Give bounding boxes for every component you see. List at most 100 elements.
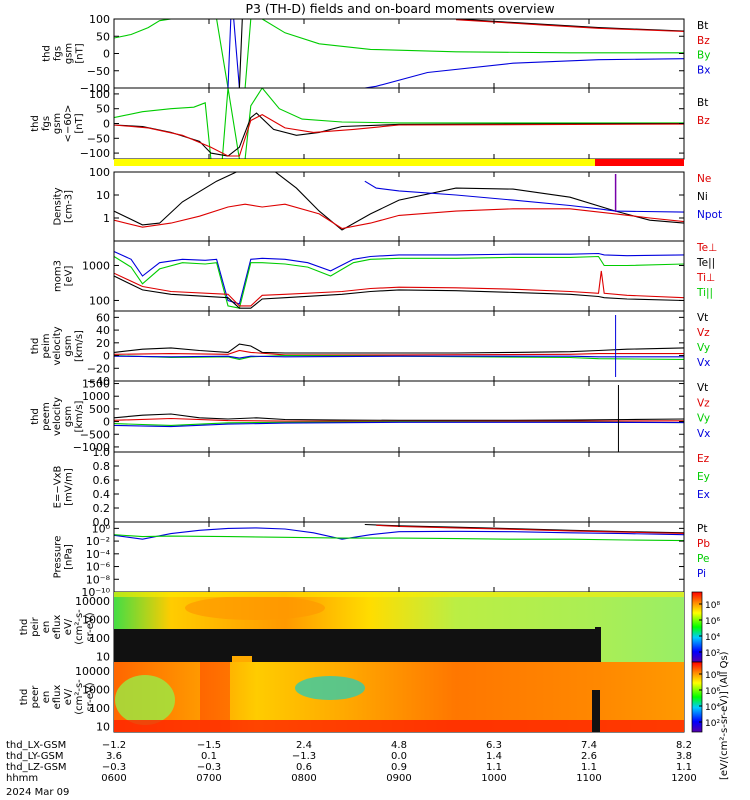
- ylabel-p8-2: [nPa]: [64, 544, 75, 570]
- legend-p5-3: Vy: [697, 342, 710, 354]
- ytick-p7-2: 0.8: [93, 460, 111, 473]
- legend-p7-1: Ez: [697, 453, 710, 465]
- ylabel-p6-3: velocity: [52, 397, 63, 436]
- xtick-hhmm-7: 1200: [671, 773, 696, 784]
- ytick-p1-5: −100: [80, 82, 110, 95]
- xtick-ly-3: −1.3: [292, 751, 316, 762]
- ytick-p7-5: 0.2: [93, 502, 111, 515]
- panel-p7: 1.00.80.60.40.20.0 E=−VxB [mV/m] Ez Ey Ex: [53, 446, 710, 529]
- legend-p3-3: Npot: [697, 209, 722, 221]
- series-p5-4: [114, 355, 684, 359]
- legend-p6-4: Vx: [697, 428, 710, 440]
- ylabel-s2-5: eV/: [63, 688, 74, 705]
- ylabel-p2-3: gsm: [52, 113, 63, 134]
- colorbar-tick-2-2: 10⁶: [705, 687, 720, 697]
- frame-p4: [113, 240, 685, 312]
- xtick-ly-7: 3.8: [676, 751, 692, 762]
- series-p2-3: [114, 113, 684, 157]
- ylabel-p6-2: peem: [41, 402, 52, 430]
- xtick-lz-1: −0.3: [102, 762, 126, 773]
- xtick-ly-4: 0.0: [391, 751, 407, 762]
- ylabel-p5-5: [km/s]: [74, 330, 85, 362]
- xtick-hhmm-2: 0700: [196, 773, 221, 784]
- ylabel-s2-1: thd: [19, 689, 30, 706]
- series-p2-2: [114, 112, 684, 157]
- series-p1-1: [114, 19, 684, 88]
- legend-p6-3: Vy: [697, 413, 710, 425]
- ytick-s1-2: 1000: [82, 613, 110, 626]
- ytick-s2-4: 10: [96, 720, 110, 733]
- colorbar-tick-1-2: 10⁶: [705, 617, 720, 627]
- legend-p1-4: Bx: [697, 64, 710, 76]
- series-p8-2: [114, 534, 684, 542]
- legend-p2-1: Bt: [697, 97, 708, 109]
- xtick-lz-4: 0.9: [391, 762, 407, 773]
- legend-p4-2: Te||: [696, 257, 715, 269]
- series-p1-4: [455, 19, 684, 32]
- ylabel-s2-2: peer: [30, 685, 41, 709]
- ytick-p3-3: 1: [103, 212, 110, 225]
- xtick-lx-4: 4.8: [391, 740, 407, 751]
- ytick-s2-3: 100: [89, 702, 110, 715]
- series-p1-3: [114, 19, 684, 88]
- ytick-p5-3: 20: [96, 337, 110, 350]
- series-p8-1: [114, 527, 684, 540]
- colorbar-tick-2-1: 10⁸: [705, 671, 720, 681]
- ytick-p3-1: 100: [89, 166, 110, 179]
- ylabel-s1-1: thd: [19, 619, 30, 636]
- spectrogram-electron: [114, 662, 684, 732]
- legend-p8-4: Pi: [697, 568, 706, 580]
- ytick-p2-4: −50: [87, 132, 110, 145]
- legend-p4-1: Te⊥: [696, 242, 717, 254]
- legend-p7-3: Ex: [697, 489, 710, 501]
- ytick-p6-5: −500: [80, 428, 110, 441]
- xtick-hhmm-3: 0800: [291, 773, 316, 784]
- ytick-p5-1: 60: [96, 311, 110, 324]
- ytick-p1-2: 50: [96, 30, 110, 43]
- xtick-ly-2: 0.1: [201, 751, 217, 762]
- series-p5-2: [114, 349, 684, 356]
- legend-p1-3: By: [697, 50, 710, 62]
- panel-p1: 100 50 0 −50 −100 thd fgs gsm [nT] Bt Bz By Bx: [42, 13, 711, 95]
- colorbar-tick-1-1: 10⁸: [705, 601, 720, 611]
- ylabel-s2-6: (cm²-s-: [74, 679, 85, 715]
- frame-p6: [113, 380, 685, 453]
- ylabel-s1-6: (cm²-s-: [74, 609, 85, 645]
- ylabel-p5-2: peim: [41, 333, 52, 358]
- ytick-p7-4: 0.4: [93, 488, 111, 501]
- xtick-ly-1: 3.6: [106, 751, 122, 762]
- xtick-hhmm-1: 0600: [101, 773, 126, 784]
- ytick-s1-1: 10000: [75, 595, 110, 608]
- ytick-p4-2: 100: [89, 294, 110, 307]
- date-label: 2024 Mar 09: [6, 787, 69, 798]
- legend-p8-2: Pb: [697, 538, 710, 550]
- ylabel-p4-1: mom3: [53, 260, 64, 292]
- ylabel-p1-4: [nT]: [75, 43, 86, 63]
- series-p3-3: [364, 180, 684, 213]
- colorbar-bottom: [691, 661, 703, 733]
- xtick-lz-2: −0.3: [197, 762, 221, 773]
- series-p4-4: [114, 275, 684, 309]
- ytick-s1-4: 10: [96, 650, 110, 663]
- series-p4-1: [114, 250, 684, 305]
- ylabel-p1-3: gsm: [64, 43, 75, 64]
- xtick-lz-6: 1.1: [581, 762, 597, 773]
- ytick-p8-1: 10⁰: [92, 522, 111, 535]
- legend-p6-2: Vz: [697, 397, 710, 409]
- ylabel-p7-1: E=−VxB: [53, 466, 64, 509]
- legend-p5-1: Vt: [697, 312, 708, 324]
- ylabel-p3-1: Density: [53, 187, 64, 225]
- ylabel-p3-2: [cm-3]: [64, 190, 75, 223]
- ytick-p8-6: 10⁻¹⁰: [81, 586, 110, 599]
- ytick-p1-1: 100: [89, 13, 110, 26]
- legend-p7-2: Ey: [697, 471, 710, 483]
- quality-bar-red: [595, 159, 684, 166]
- ylabel-p2-1: thd: [30, 115, 41, 132]
- ytick-p2-3: 0: [103, 118, 110, 131]
- series-p2-1: [114, 88, 684, 159]
